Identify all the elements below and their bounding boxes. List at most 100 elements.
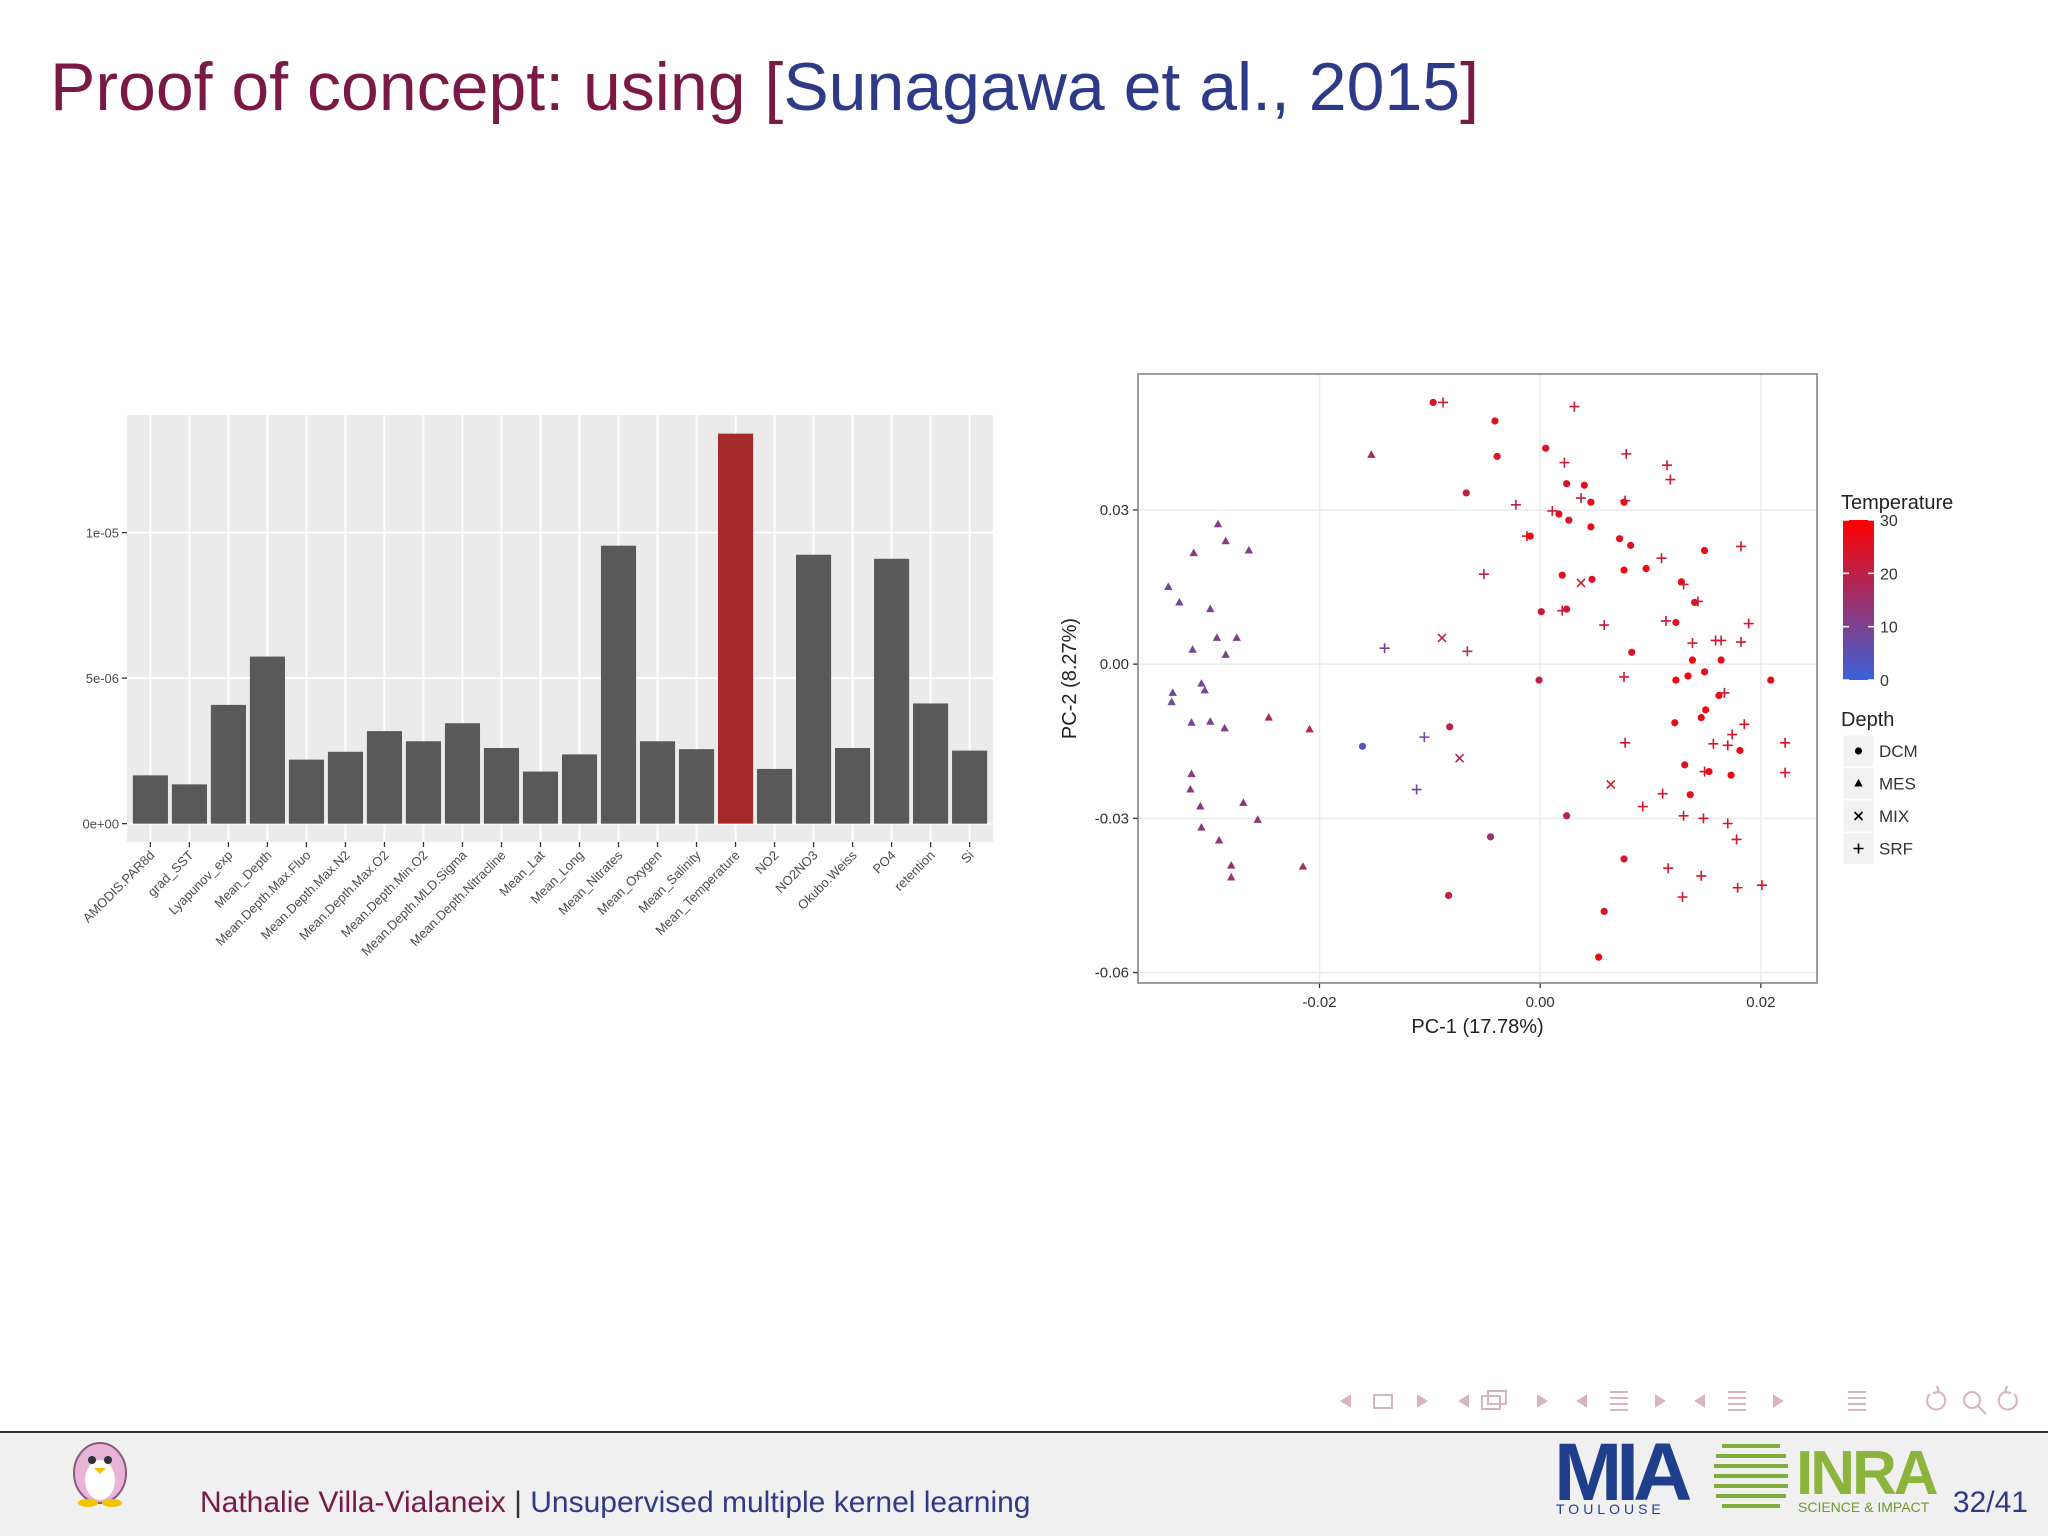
page-number: 32/41 [1953, 1486, 2028, 1519]
point [1521, 531, 1532, 542]
point [1200, 685, 1209, 694]
y-tick-label: -0.06 [1095, 965, 1129, 982]
bar [717, 433, 754, 824]
point [1493, 452, 1501, 461]
point [1419, 732, 1430, 743]
point [1681, 761, 1689, 769]
point [1727, 729, 1738, 740]
nav-next[interactable] [1417, 1394, 1428, 1408]
point [1616, 535, 1624, 543]
title-citation: Sunagawa et al., 2015 [783, 49, 1460, 125]
navigation [1340, 1385, 2018, 1415]
point [1187, 718, 1196, 726]
point [1358, 742, 1367, 750]
nav-forward[interactable] [1997, 1385, 2018, 1411]
point [1657, 788, 1668, 799]
y-tick-label: 0.03 [1100, 502, 1129, 519]
bar [952, 750, 988, 824]
footer-separator: | [514, 1486, 522, 1519]
point [1620, 495, 1631, 506]
point [1580, 481, 1588, 489]
nav-next[interactable] [1773, 1394, 1784, 1408]
legend-label: SRF [1879, 840, 1913, 859]
bar [756, 768, 793, 824]
nav-next[interactable] [1537, 1394, 1548, 1408]
point [1672, 618, 1680, 627]
point [1244, 545, 1254, 554]
bar [522, 771, 559, 824]
point [1696, 870, 1707, 881]
y-tick-label: -0.03 [1095, 810, 1129, 827]
nav-next[interactable] [1655, 1394, 1666, 1408]
colorbar-label: 10 [1880, 620, 1898, 637]
legend-marker [1854, 747, 1863, 755]
point [1739, 719, 1750, 730]
legend-title: Depth [1841, 709, 1894, 731]
point [1731, 834, 1742, 845]
nav-search[interactable] [1963, 1391, 1981, 1409]
point [1462, 489, 1470, 497]
footer-talk: Unsupervised multiple kernel learning [530, 1486, 1030, 1519]
nav-subsection[interactable] [1481, 1395, 1501, 1410]
legend-title: Temperature [1841, 492, 1953, 514]
point [1700, 668, 1709, 676]
point [1563, 605, 1571, 613]
point [1206, 717, 1215, 725]
plot-background [1138, 374, 1817, 983]
point [1736, 746, 1744, 755]
point [1239, 798, 1248, 806]
point [1642, 564, 1650, 573]
point [1462, 646, 1473, 657]
point [1558, 571, 1566, 579]
point [1620, 737, 1631, 748]
legend-label: DCM [1879, 742, 1918, 761]
point [1446, 723, 1454, 731]
nav-back[interactable] [1926, 1385, 1947, 1411]
penguin-logo [73, 1442, 127, 1507]
point [1167, 697, 1176, 706]
point [1671, 719, 1679, 727]
point [1213, 519, 1223, 528]
point [1547, 505, 1558, 516]
point [1563, 812, 1571, 820]
bar [561, 754, 598, 824]
title-part: Proof of concept: using [ [50, 49, 783, 125]
nav-section[interactable] [1728, 1391, 1746, 1411]
nav-frame[interactable] [1373, 1394, 1393, 1409]
point [1563, 480, 1571, 488]
logo-inra: INRA [1796, 1439, 1938, 1508]
point [1253, 815, 1262, 823]
point [1719, 687, 1730, 698]
point [1732, 882, 1743, 893]
logo-inra-sub: SCIENCE & IMPACT [1798, 1499, 1930, 1515]
point [1677, 891, 1688, 902]
point [1491, 417, 1499, 425]
point [1576, 578, 1586, 588]
bar [639, 741, 676, 824]
nav-appendix[interactable] [1848, 1391, 1866, 1411]
legend-marker [1854, 778, 1863, 787]
point [1486, 833, 1495, 841]
plot-border [1137, 373, 1818, 984]
point [1637, 801, 1648, 812]
legend-marker [1853, 811, 1864, 821]
point [1542, 444, 1550, 452]
point [1684, 672, 1692, 680]
x-tick-label: PO4 [870, 848, 899, 877]
point [1665, 474, 1676, 485]
bar [171, 784, 207, 824]
footer-author: Nathalie Villa-Vialaneix [200, 1486, 506, 1519]
point [1197, 823, 1206, 831]
nav-prev[interactable] [1694, 1394, 1705, 1408]
point [1510, 499, 1521, 510]
nav-subsection[interactable] [1487, 1390, 1507, 1405]
nav-prev[interactable] [1576, 1394, 1587, 1408]
point [1168, 688, 1177, 696]
point [1735, 637, 1746, 648]
point [1620, 855, 1628, 863]
colorbar-label: 0 [1880, 673, 1889, 690]
nav-section[interactable] [1610, 1391, 1628, 1411]
point [1569, 401, 1580, 412]
nav-prev[interactable] [1458, 1394, 1469, 1408]
nav-prev[interactable] [1340, 1394, 1351, 1408]
